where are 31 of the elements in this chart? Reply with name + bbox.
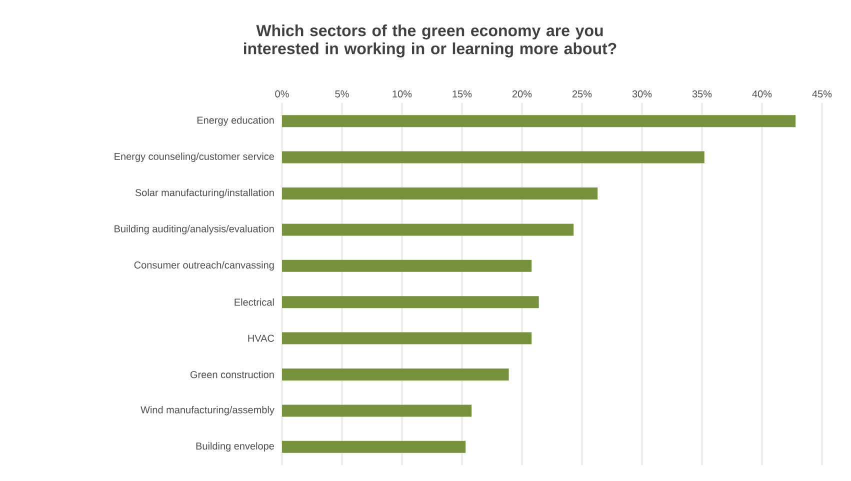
bar (282, 296, 539, 308)
y-tick-label: Wind manufacturing/assembly (140, 406, 274, 416)
y-tick-label: HVAC (248, 334, 274, 342)
x-tick-label: 25% (572, 90, 592, 98)
bar (282, 187, 598, 200)
y-tick-label: Building envelope (196, 442, 274, 452)
y-tick-label: Energy counseling/customer service (114, 152, 274, 162)
chart-title: Which sectors of the green economy are you interested in working in or learning more about? (244, 24, 616, 58)
y-tick-label: Green construction (190, 370, 274, 378)
bar (282, 151, 704, 164)
bar (282, 332, 532, 344)
x-tick-label: 30% (632, 90, 652, 98)
x-tick-label: 15% (452, 90, 472, 98)
x-tick-label: 20% (512, 90, 532, 98)
bar (282, 115, 796, 128)
y-tick-label: Consumer outreach/canvassing (134, 261, 274, 271)
x-tick-label: 40% (752, 90, 772, 98)
y-tick-label: Building auditing/analysis/evaluation (114, 225, 274, 234)
bar (282, 260, 532, 272)
x-tick-label: 5% (335, 90, 349, 98)
bar (282, 404, 472, 417)
y-tick-label: Solar manufacturing/installation (135, 188, 274, 198)
y-tick-label: Energy education (197, 116, 274, 126)
x-tick-label: 45% (812, 90, 832, 98)
x-tick-label: 35% (692, 90, 712, 98)
x-tick-label: 10% (392, 90, 412, 98)
x-tick-label: 0% (275, 90, 289, 98)
bar (282, 440, 466, 453)
bar (282, 368, 509, 380)
y-tick-label: Electrical (234, 298, 274, 306)
bar (282, 224, 574, 236)
